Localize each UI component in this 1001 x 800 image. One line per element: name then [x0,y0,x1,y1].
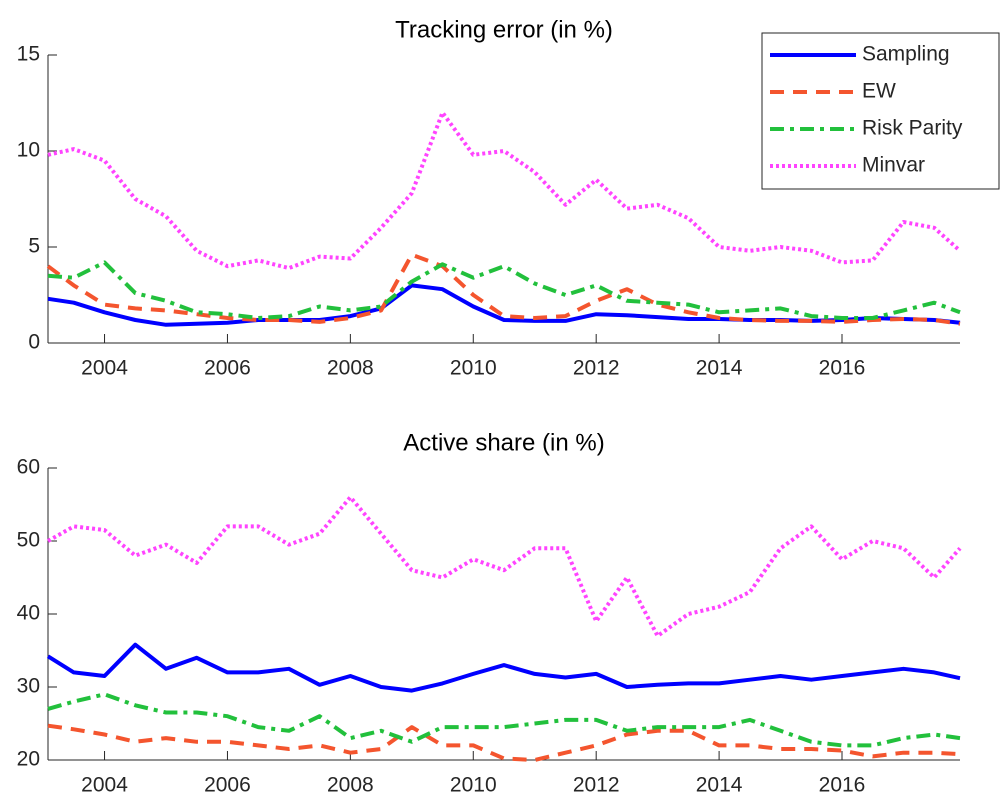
x-tick-label: 2012 [573,357,620,380]
y-tick-label: 30 [17,675,40,698]
series-line [47,723,961,762]
series-line [47,283,961,327]
legend-label: Sampling [862,43,950,66]
chart-title: Tracking error (in %) [395,16,613,43]
y-tick-label: 15 [17,43,40,66]
x-tick-label: 2006 [204,774,251,797]
x-tick-label: 2010 [450,774,497,797]
x-tick-label: 2012 [573,774,620,797]
x-tick-label: 2006 [204,357,251,380]
x-tick-label: 2010 [450,357,497,380]
legend-box [761,32,1000,190]
chart-title: Active share (in %) [403,429,604,456]
legend-label: Minvar [862,154,925,177]
x-tick-label: 2014 [696,357,743,380]
series-line [47,692,961,748]
y-tick-label: 20 [17,748,40,771]
x-tick-label: 2016 [819,357,866,380]
x-tick-label: 2008 [327,774,374,797]
series-line [46,642,961,693]
x-tick-label: 2004 [81,357,128,380]
x-tick-label: 2008 [327,357,374,380]
x-tick-label: 2014 [696,774,743,797]
series-line [47,495,962,638]
legend-label: EW [862,80,896,103]
series-line [47,260,961,320]
series-line [47,110,962,271]
y-tick-label: 40 [17,602,40,625]
y-tick-label: 50 [17,529,40,552]
legend-label: Risk Parity [862,117,963,140]
series-line [46,252,961,326]
y-tick-label: 0 [28,331,40,354]
y-tick-label: 60 [17,456,40,479]
y-tick-label: 10 [17,139,40,162]
x-tick-label: 2016 [819,774,866,797]
y-tick-label: 5 [28,235,40,258]
x-tick-label: 2004 [81,774,128,797]
